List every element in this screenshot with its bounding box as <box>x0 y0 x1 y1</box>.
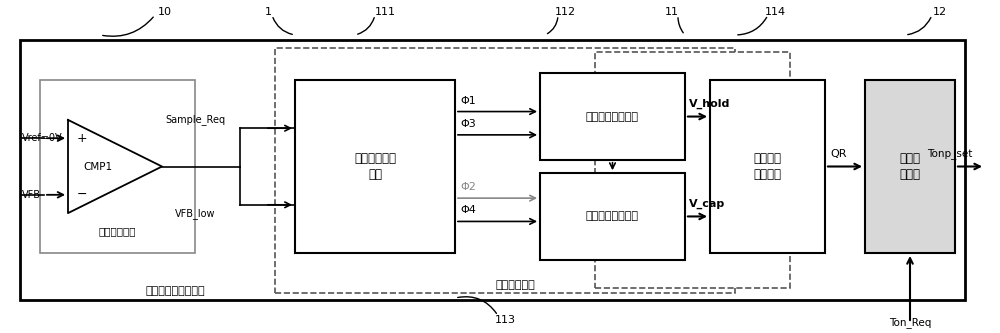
Bar <box>295 80 455 253</box>
Text: 控制信号产生
电路: 控制信号产生 电路 <box>354 153 396 180</box>
Text: CMP1: CMP1 <box>83 162 113 171</box>
Text: Vref=0V: Vref=0V <box>22 133 63 143</box>
Text: 111: 111 <box>374 7 396 17</box>
Text: 114: 114 <box>764 7 786 17</box>
Text: Φ2: Φ2 <box>460 182 476 192</box>
Text: 谷底开
通电路: 谷底开 通电路 <box>899 153 920 180</box>
Text: V_cap: V_cap <box>689 199 725 209</box>
Text: VFB: VFB <box>22 190 41 200</box>
Text: Ton_Req: Ton_Req <box>889 317 931 328</box>
Bar <box>540 173 685 260</box>
Text: Φ4: Φ4 <box>460 205 476 215</box>
Text: Tonp_set: Tonp_set <box>927 148 972 159</box>
Text: 1: 1 <box>264 7 272 17</box>
Text: 11: 11 <box>665 7 679 17</box>
Text: Φ3: Φ3 <box>460 119 476 129</box>
Text: Sample_Req: Sample_Req <box>165 114 225 125</box>
Text: 准谐振谷底检测电路: 准谐振谷底检测电路 <box>145 286 205 296</box>
Text: V_hold: V_hold <box>689 99 730 109</box>
Text: 谷底检测电路: 谷底检测电路 <box>495 280 535 290</box>
Bar <box>710 80 825 253</box>
Text: Φ1: Φ1 <box>460 96 476 106</box>
Text: −: − <box>77 188 87 201</box>
Bar <box>865 80 955 253</box>
Text: +: + <box>77 132 87 145</box>
Text: 112: 112 <box>554 7 576 17</box>
Text: VFB_low: VFB_low <box>175 208 215 219</box>
Text: QR: QR <box>830 149 846 159</box>
Text: 113: 113 <box>494 315 516 325</box>
Bar <box>540 73 685 160</box>
Text: 过零检测电路: 过零检测电路 <box>99 226 136 236</box>
Text: 10: 10 <box>158 7 172 17</box>
Text: 第一电压产生电路: 第一电压产生电路 <box>586 112 639 122</box>
Text: 第二电压产生电路: 第二电压产生电路 <box>586 211 639 221</box>
Text: 12: 12 <box>933 7 947 17</box>
Bar <box>275 48 735 293</box>
Bar <box>595 52 790 288</box>
Bar <box>40 80 195 253</box>
Bar <box>20 40 965 300</box>
Text: 谷底信号
产生电路: 谷底信号 产生电路 <box>754 153 782 180</box>
